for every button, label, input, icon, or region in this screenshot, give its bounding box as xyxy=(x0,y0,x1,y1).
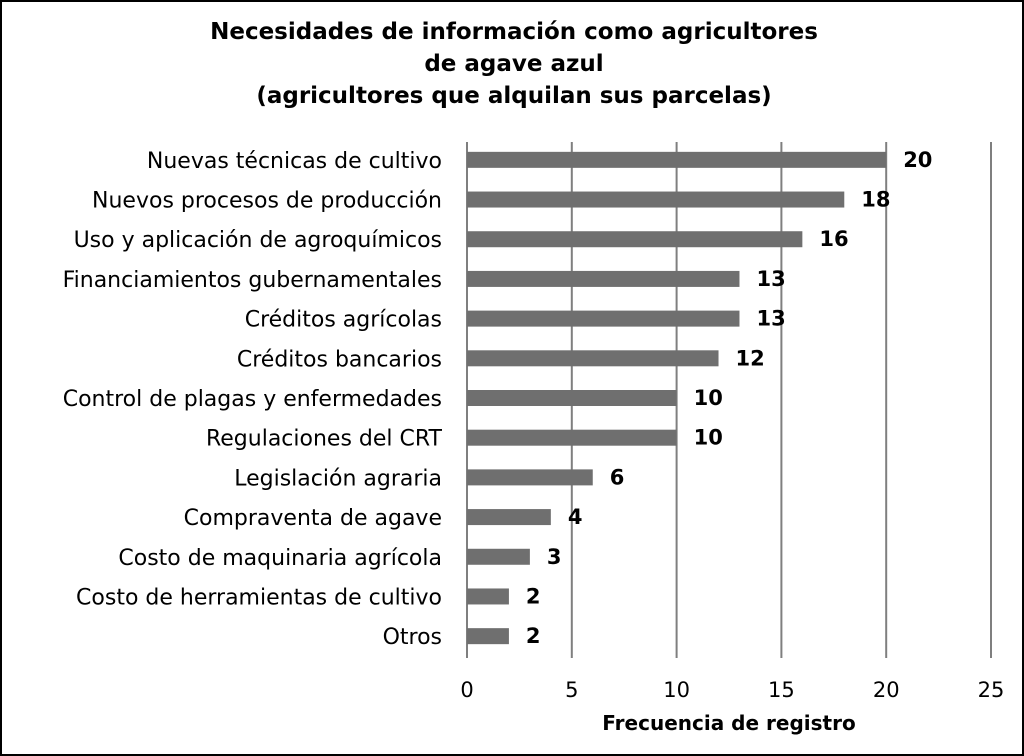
bar xyxy=(467,628,509,645)
bar xyxy=(467,469,593,486)
value-label: 10 xyxy=(694,426,723,450)
bar xyxy=(467,310,740,327)
value-label: 13 xyxy=(756,267,785,291)
category-label: Regulaciones del CRT xyxy=(206,427,443,452)
category-label: Compraventa de agave xyxy=(184,506,442,531)
x-tick-label: 15 xyxy=(768,678,795,702)
value-label: 12 xyxy=(736,346,765,370)
bar xyxy=(467,588,509,605)
value-label: 18 xyxy=(861,188,890,212)
category-label: Créditos bancarios xyxy=(237,347,442,372)
category-label: Financiamientos gubernamentales xyxy=(63,268,442,293)
category-label: Costo de herramientas de cultivo xyxy=(76,585,442,610)
value-label: 3 xyxy=(547,545,562,569)
category-label: Uso y aplicación de agroquímicos xyxy=(74,228,442,253)
value-label: 2 xyxy=(526,624,541,648)
value-label: 20 xyxy=(903,148,932,172)
category-label: Control de plagas y enfermedades xyxy=(63,387,442,412)
chart-title-line-3: (agricultores que alquilan sus parcelas) xyxy=(256,83,772,109)
bars xyxy=(467,151,887,645)
value-label: 4 xyxy=(568,505,583,529)
bar xyxy=(467,429,677,446)
x-tick-labels: 0 5 10 15 20 25 xyxy=(460,678,1004,702)
chart-title: Necesidades de información como agricult… xyxy=(2,16,1024,112)
category-labels: Nuevas técnicas de cultivo Nuevos proceso… xyxy=(63,149,443,650)
x-axis-title: Frecuencia de registro xyxy=(602,711,855,735)
chart-title-line-2: de agave azul xyxy=(424,51,604,77)
x-tick-label: 0 xyxy=(460,678,473,702)
bar xyxy=(467,350,719,367)
value-label: 6 xyxy=(610,465,625,489)
category-label: Legislación agraria xyxy=(234,466,442,491)
value-label: 10 xyxy=(694,386,723,410)
x-tick-label: 10 xyxy=(663,678,690,702)
category-label: Otros xyxy=(383,625,442,650)
bar xyxy=(467,548,530,565)
category-label: Nuevas técnicas de cultivo xyxy=(147,149,442,174)
bar xyxy=(467,231,803,248)
x-tick-label: 20 xyxy=(873,678,900,702)
x-tick-label: 5 xyxy=(565,678,578,702)
category-label: Costo de maquinaria agrícola xyxy=(118,546,442,571)
category-label: Nuevos procesos de producción xyxy=(92,189,442,214)
bar xyxy=(467,390,677,406)
category-label: Créditos agrícolas xyxy=(245,308,442,333)
bar xyxy=(467,151,887,168)
value-label: 2 xyxy=(526,584,541,608)
bar xyxy=(467,191,845,208)
chart-title-line-1: Necesidades de información como agricult… xyxy=(210,19,818,45)
value-label: 16 xyxy=(819,227,848,251)
bar xyxy=(467,509,551,526)
x-tick-label: 25 xyxy=(978,678,1005,702)
bar xyxy=(467,270,740,287)
value-label: 13 xyxy=(756,307,785,331)
